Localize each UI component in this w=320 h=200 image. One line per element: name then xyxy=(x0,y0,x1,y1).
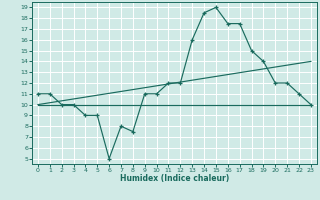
X-axis label: Humidex (Indice chaleur): Humidex (Indice chaleur) xyxy=(120,174,229,183)
